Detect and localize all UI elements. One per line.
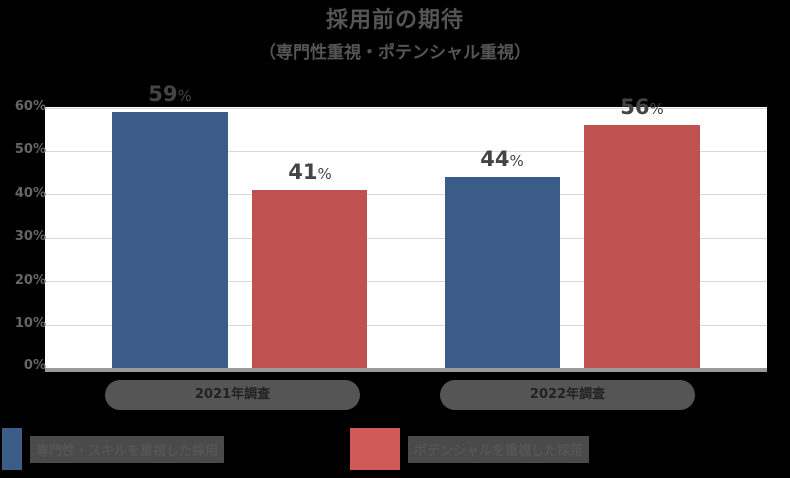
x-axis-baseline <box>45 368 767 372</box>
legend-swatch-blue <box>2 428 22 470</box>
value-label: 41% <box>288 160 332 184</box>
gridline <box>45 151 767 152</box>
gridline <box>45 281 767 282</box>
gridline <box>45 238 767 239</box>
gridline <box>45 325 767 326</box>
value-label: 56% <box>620 95 664 119</box>
chart-subtitle: （専門性重視・ポテンシャル重視） <box>259 43 531 63</box>
x-category-label: 2022年調査 <box>440 380 695 410</box>
x-category-label: 2021年調査 <box>105 380 360 410</box>
y-tick: 30% <box>14 229 46 244</box>
y-tick: 40% <box>14 186 46 201</box>
y-tick: 50% <box>14 142 46 157</box>
bar-2022-specialist <box>445 177 560 368</box>
y-tick: 0% <box>23 358 46 373</box>
value-label: 44% <box>480 147 524 171</box>
y-tick: 10% <box>14 316 46 331</box>
bar-2021-specialist <box>112 112 228 368</box>
y-tick: 60% <box>14 99 46 114</box>
legend-item-specialist: 専門性・スキルを重視した採用 <box>2 428 225 470</box>
legend-label: ポテンシャルを重視した採用 <box>408 435 590 463</box>
legend-label: 専門性・スキルを重視した採用 <box>30 435 225 463</box>
bar-2021-potential <box>252 190 367 368</box>
gridline <box>45 194 767 195</box>
chart-title: 採用前の期待 <box>325 8 464 33</box>
legend-swatch-red <box>350 428 400 470</box>
y-tick: 20% <box>14 273 46 288</box>
legend-item-potential: ポテンシャルを重視した採用 <box>350 428 590 470</box>
value-label: 59% <box>148 82 192 106</box>
bar-2022-potential <box>584 125 700 368</box>
gridline <box>45 108 767 109</box>
